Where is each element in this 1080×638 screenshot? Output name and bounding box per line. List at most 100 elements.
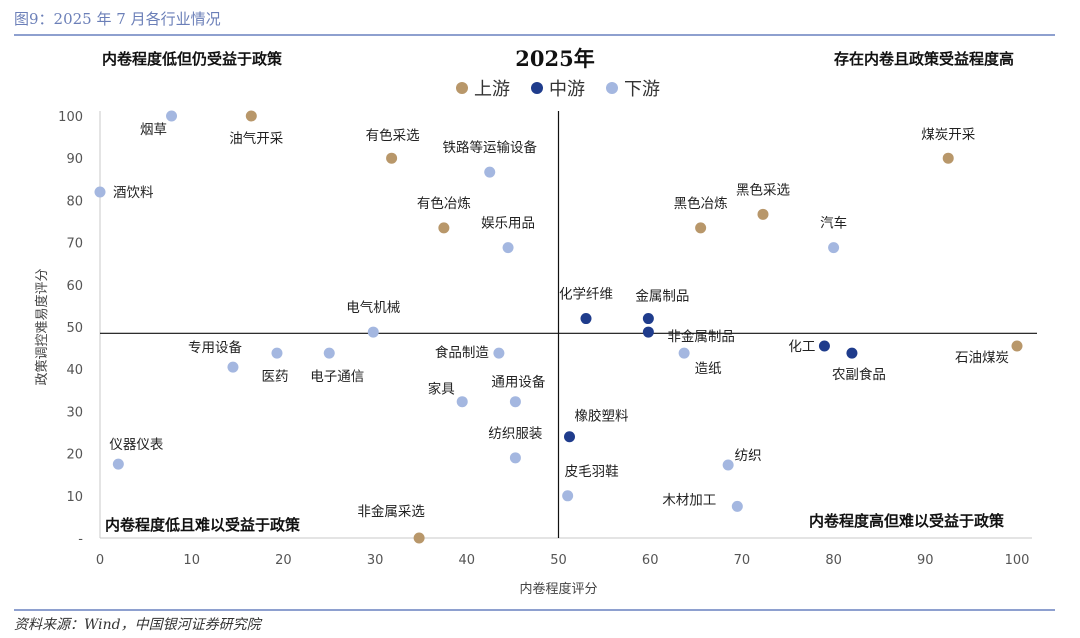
top-rule xyxy=(14,34,1055,36)
point-2-0 xyxy=(166,110,178,122)
point-2-14 xyxy=(678,347,690,359)
point-label-2-3: 娱乐用品 xyxy=(481,216,535,232)
point-2-2 xyxy=(484,166,496,178)
x-tick-label: 40 xyxy=(459,553,476,568)
quadrant-label-top-right: 存在内卷且政策受益程度高 xyxy=(834,50,1014,68)
point-2-11 xyxy=(509,452,521,464)
point-label-0-3: 黑色冶炼 xyxy=(674,195,728,212)
y-tick-label: 90 xyxy=(66,152,83,167)
point-1-2 xyxy=(642,326,654,338)
point-label-0-7: 非金属采选 xyxy=(357,504,425,520)
point-0-5 xyxy=(942,152,954,164)
y-tick-label: 50 xyxy=(66,321,83,336)
x-axis-label: 内卷程度评分 xyxy=(519,581,597,597)
point-0-6 xyxy=(1011,340,1023,352)
point-label-2-10: 通用设备 xyxy=(491,374,545,391)
point-2-1 xyxy=(94,186,106,198)
point-2-17 xyxy=(731,500,743,512)
legend-label-2: 下游 xyxy=(624,79,660,100)
x-tick-label: 80 xyxy=(825,553,842,568)
point-2-13 xyxy=(112,458,124,470)
legend-marker-1 xyxy=(531,82,543,94)
point-2-9 xyxy=(456,396,468,408)
y-tick-label: 20 xyxy=(66,448,83,463)
quadrant-label-bottom-left: 内卷程度低且难以受益于政策 xyxy=(105,516,301,534)
point-0-7 xyxy=(413,532,425,544)
point-1-5 xyxy=(564,431,576,443)
point-2-7 xyxy=(323,347,335,359)
point-2-15 xyxy=(828,242,840,254)
x-tick-label: 30 xyxy=(367,553,384,568)
point-2-16 xyxy=(722,459,734,471)
quadrant-label-top-left: 内卷程度低但仍受益于政策 xyxy=(102,50,283,68)
y-tick-label: 40 xyxy=(66,363,83,378)
point-2-5 xyxy=(227,361,239,373)
point-label-0-5: 煤炭开采 xyxy=(921,127,975,143)
y-tick-label: 100 xyxy=(58,110,83,125)
point-1-3 xyxy=(818,340,830,352)
x-tick-label: 100 xyxy=(1005,553,1030,568)
point-label-2-16: 纺织 xyxy=(735,448,762,464)
point-label-2-6: 医药 xyxy=(261,369,288,385)
point-label-1-5: 橡胶塑料 xyxy=(575,408,629,425)
point-label-1-4: 农副食品 xyxy=(832,366,886,383)
point-label-2-4: 电气机械 xyxy=(346,300,400,316)
point-label-2-14: 造纸 xyxy=(695,361,723,377)
point-1-1 xyxy=(642,313,654,325)
y-tick-label: - xyxy=(78,532,83,547)
point-0-3 xyxy=(695,222,707,234)
point-label-0-0: 油气开采 xyxy=(229,131,283,147)
legend-label-1: 中游 xyxy=(549,79,585,100)
point-label-0-4: 黑色采选 xyxy=(736,181,790,198)
x-tick-label: 50 xyxy=(550,553,567,568)
point-label-2-13: 仪器仪表 xyxy=(109,437,163,453)
x-tick-label: 20 xyxy=(275,553,292,568)
point-label-2-5: 专用设备 xyxy=(188,339,242,356)
y-tick-label: 60 xyxy=(66,279,83,294)
point-2-3 xyxy=(502,242,514,254)
x-tick-label: 70 xyxy=(734,553,751,568)
y-axis-label: 政策调控难易度评分 xyxy=(34,268,50,385)
source-note: 资料来源：Wind，中国银河证券研究院 xyxy=(14,617,261,633)
point-label-2-0: 烟草 xyxy=(140,122,167,138)
point-0-1 xyxy=(386,152,398,164)
y-tick-label: 10 xyxy=(66,490,83,505)
bottom-rule xyxy=(14,609,1055,611)
point-label-2-11: 纺织服装 xyxy=(488,426,542,442)
point-2-8 xyxy=(493,347,505,359)
point-label-1-3: 化工 xyxy=(788,339,815,355)
point-label-1-1: 金属制品 xyxy=(635,289,689,305)
point-2-12 xyxy=(562,490,574,502)
quadrant-label-bottom-right: 内卷程度高但难以受益于政策 xyxy=(809,512,1005,530)
point-2-4 xyxy=(367,326,379,338)
point-0-0 xyxy=(245,110,257,122)
point-label-1-0: 化学纤维 xyxy=(559,287,613,303)
point-label-0-1: 有色采选 xyxy=(366,127,420,144)
point-label-2-1: 酒饮料 xyxy=(113,185,154,201)
point-0-4 xyxy=(757,208,769,220)
point-label-1-2: 非金属制品 xyxy=(667,329,735,345)
x-tick-label: 90 xyxy=(917,553,934,568)
legend-marker-2 xyxy=(606,82,618,94)
y-tick-label: 80 xyxy=(66,194,83,209)
point-label-2-15: 汽车 xyxy=(820,215,847,232)
point-2-6 xyxy=(271,347,283,359)
point-1-4 xyxy=(846,347,858,359)
y-tick-label: 30 xyxy=(66,405,83,420)
point-label-2-2: 铁路等运输设备 xyxy=(442,139,537,156)
point-0-2 xyxy=(438,222,450,234)
point-2-10 xyxy=(509,396,521,408)
point-label-0-6: 石油煤炭 xyxy=(955,350,1009,366)
chart-title: 2025年 xyxy=(515,46,594,71)
x-tick-label: 60 xyxy=(642,553,659,568)
point-1-0 xyxy=(580,313,592,325)
x-tick-label: 0 xyxy=(96,553,104,568)
point-label-2-7: 电子通信 xyxy=(310,369,364,385)
x-tick-label: 10 xyxy=(183,553,200,568)
point-label-2-12: 皮毛羽鞋 xyxy=(565,464,619,480)
point-label-0-2: 有色冶炼 xyxy=(417,195,471,212)
figure-title: 图9：2025 年 7 月各行业情况 xyxy=(14,10,221,28)
point-label-2-9: 家具 xyxy=(428,381,455,398)
y-tick-label: 70 xyxy=(66,237,83,252)
